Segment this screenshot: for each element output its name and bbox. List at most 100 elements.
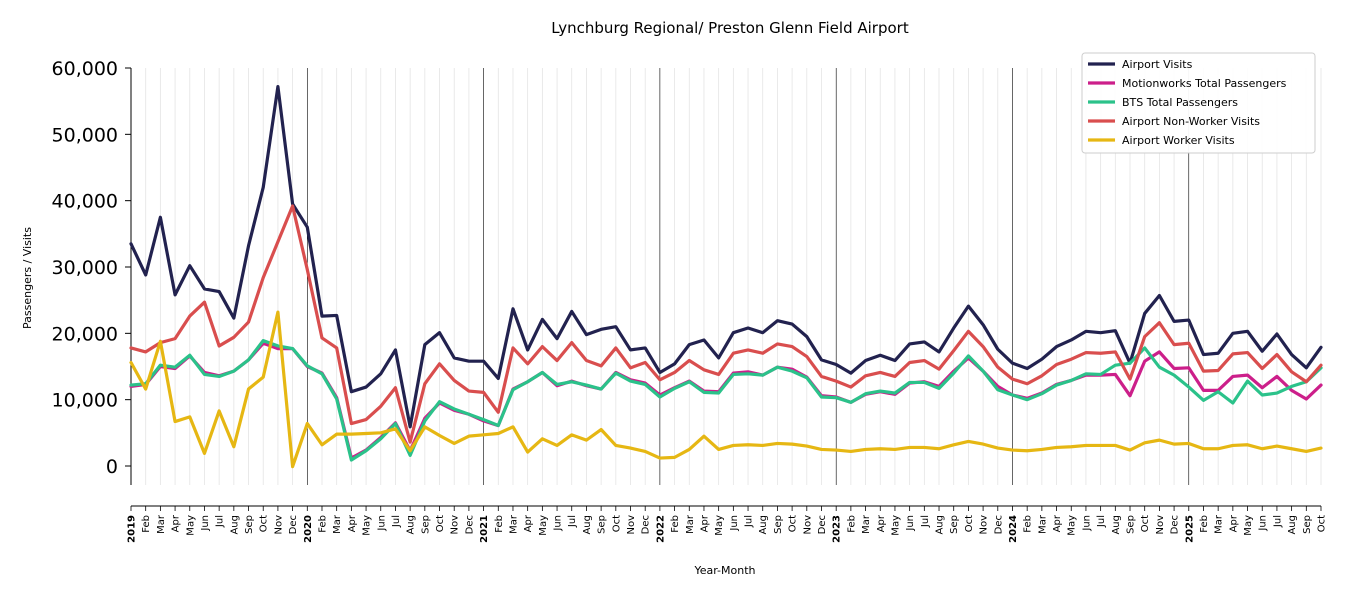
x-tick-month-label: Jul — [1272, 515, 1283, 528]
x-tick-month-label: Aug — [582, 515, 593, 535]
x-tick-year-label: 2024 — [1008, 515, 1019, 543]
x-tick-month-label: Aug — [1287, 515, 1298, 535]
x-tick-year-label: 2020 — [303, 515, 314, 543]
x-tick-month-label: Oct — [259, 515, 270, 532]
y-tick-label: 40,000 — [52, 191, 118, 213]
series-line-2 — [129, 341, 1323, 460]
x-tick-month-label: Apr — [171, 514, 182, 532]
x-tick-month-label: Nov — [626, 515, 637, 535]
x-tick-month-label: Aug — [758, 515, 769, 535]
legend-box — [1081, 52, 1316, 154]
x-tick-month-label: Aug — [406, 515, 417, 535]
x-tick-month-label: Jul — [391, 515, 402, 528]
x-tick-month-label: Jul — [567, 515, 578, 528]
x-tick-month-label: Jun — [1081, 515, 1092, 532]
y-tick-label: 60,000 — [52, 58, 118, 80]
legend: Airport Visits Motionworks Total Passenge… — [1081, 52, 1316, 154]
x-tick-month-label: Feb — [494, 515, 505, 533]
series-line-4 — [129, 204, 1323, 444]
legend-label: Airport Non-Worker Visits — [1122, 115, 1260, 128]
y-tick-label: 10,000 — [52, 390, 118, 412]
x-tick-month-label: May — [185, 515, 196, 536]
x-tick-month-label: Mar — [332, 514, 343, 534]
axes-layer: 0 10,000 20,000 30,000 40,000 50,000 60,000 201… — [52, 58, 1328, 543]
x-tick-month-label: Feb — [1023, 515, 1034, 533]
x-tick-month-label: Dec — [993, 515, 1004, 534]
x-tick-month-label: Aug — [229, 515, 240, 535]
x-tick-year-label: 2025 — [1184, 515, 1195, 543]
series-line-5 — [129, 310, 1323, 469]
x-tick-month-label: May — [538, 515, 549, 536]
x-tick-month-label: Oct — [1140, 515, 1151, 532]
x-tick-month-label: Feb — [1199, 515, 1210, 533]
x-tick-month-label: Mar — [861, 514, 872, 534]
y-tick-label: 20,000 — [52, 323, 118, 345]
x-tick-month-label: Nov — [450, 515, 461, 535]
x-tick-month-label: Jun — [553, 515, 564, 532]
x-tick-month-label: Dec — [288, 515, 299, 534]
x-tick-month-label: Nov — [1155, 515, 1166, 535]
x-tick-month-label: Feb — [141, 515, 152, 533]
x-tick-month-label: Apr — [523, 514, 534, 532]
x-tick-year-label: 2021 — [479, 515, 490, 543]
x-tick-month-label: Jul — [744, 515, 755, 528]
x-tick-month-label: Oct — [435, 515, 446, 532]
x-tick-month-label: Jun — [1258, 515, 1269, 532]
x-tick-month-label: Feb — [670, 515, 681, 533]
x-tick-month-label: Sep — [949, 515, 960, 534]
x-tick-month-label: Sep — [420, 515, 431, 534]
x-tick-month-label: Aug — [1111, 515, 1122, 535]
x-tick-month-label: Mar — [685, 514, 696, 534]
x-tick-month-label: Dec — [1170, 515, 1181, 534]
x-tick-year-label: 2019 — [127, 515, 138, 543]
x-tick-month-label: May — [362, 515, 373, 536]
x-tick-month-label: Apr — [699, 514, 710, 532]
x-tick-month-label: Aug — [935, 515, 946, 535]
legend-label: Motionworks Total Passengers — [1122, 77, 1287, 90]
x-tick-month-label: Oct — [964, 515, 975, 532]
x-tick-month-label: Sep — [597, 515, 608, 534]
x-tick-month-label: Dec — [464, 515, 475, 534]
x-tick-month-label: Jun — [729, 515, 740, 532]
x-tick-month-label: Oct — [611, 515, 622, 532]
x-tick-month-label: Feb — [846, 515, 857, 533]
x-tick-month-label: Mar — [508, 514, 519, 534]
x-tick-month-label: Sep — [773, 515, 784, 534]
x-tick-year-label: 2023 — [832, 515, 843, 543]
x-tick-month-label: May — [1243, 515, 1254, 536]
x-tick-month-label: Jun — [905, 515, 916, 532]
chart-title: Lynchburg Regional/ Preston Glenn Field … — [551, 19, 909, 37]
x-tick-month-label: Nov — [273, 515, 284, 535]
x-tick-month-label: Apr — [1052, 514, 1063, 532]
x-tick-month-label: Nov — [802, 515, 813, 535]
series-layer — [129, 84, 1323, 469]
x-tick-month-label: Sep — [1126, 515, 1137, 534]
x-tick-month-label: Mar — [1214, 514, 1225, 534]
x-tick-month-label: Oct — [788, 515, 799, 532]
x-tick-month-label: Jul — [215, 515, 226, 528]
x-tick-month-label: Mar — [1037, 514, 1048, 534]
x-tick-month-label: Apr — [876, 514, 887, 532]
x-tick-month-label: Jun — [376, 515, 387, 532]
x-tick-month-label: Sep — [244, 515, 255, 534]
legend-label: Airport Visits — [1122, 58, 1193, 71]
x-tick-month-label: Sep — [1302, 515, 1313, 534]
legend-label: BTS Total Passengers — [1122, 96, 1238, 109]
x-tick-month-label: Dec — [817, 515, 828, 534]
x-axis-label: Year-Month — [693, 564, 755, 577]
x-tick-month-label: Apr — [347, 514, 358, 532]
x-tick-month-label: Nov — [979, 515, 990, 535]
x-tick-month-label: Apr — [1228, 514, 1239, 532]
legend-label: Airport Worker Visits — [1122, 134, 1235, 147]
y-tick-label: 30,000 — [52, 257, 118, 279]
x-tick-month-label: May — [890, 515, 901, 536]
y-tick-label: 0 — [106, 456, 118, 478]
x-tick-month-label: Jun — [200, 515, 211, 532]
x-tick-month-label: May — [1067, 515, 1078, 536]
x-tick-month-label: Oct — [1317, 515, 1328, 532]
x-tick-month-label: Jul — [1096, 515, 1107, 528]
y-axis-label: Passengers / Visits — [21, 227, 34, 329]
x-tick-month-label: Jul — [920, 515, 931, 528]
